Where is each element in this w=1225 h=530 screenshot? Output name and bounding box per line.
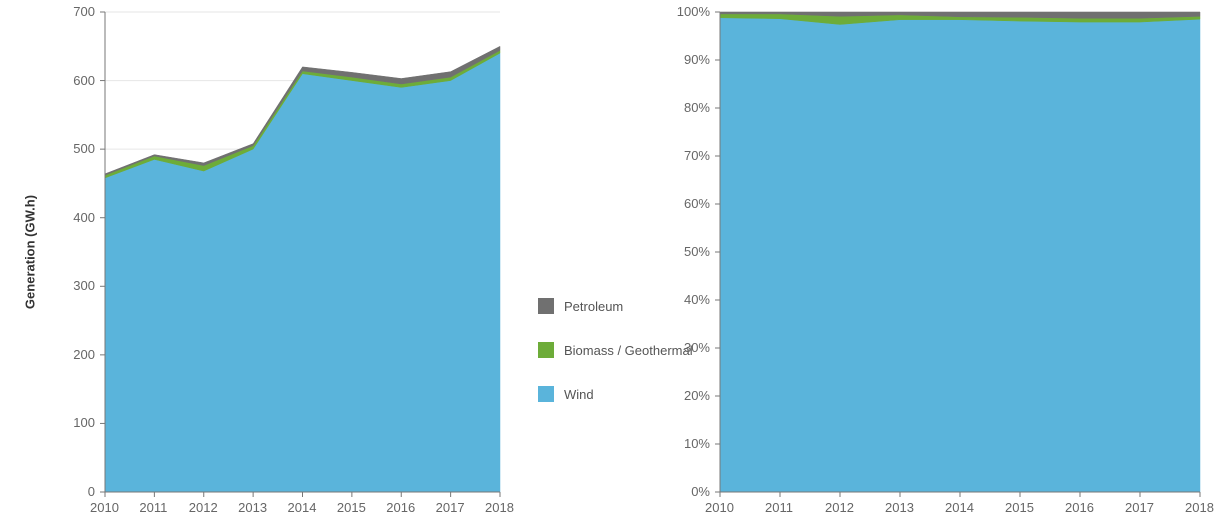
y-tick-label: 0 [88,484,95,499]
y-tick-label: 100 [73,415,95,430]
y-tick-label: 20% [684,388,710,403]
x-tick-label: 2012 [189,500,218,515]
left-chart-svg [105,12,500,492]
left-chart [105,12,500,492]
x-tick-label: 2018 [1185,500,1214,515]
charts-container: Generation (GW.h) 0 100 200 300 400 500 600 700… [0,0,1225,530]
x-tick-label: 2011 [139,500,167,515]
x-tick-label: 2017 [436,500,465,515]
y-tick-label: 90% [684,52,710,67]
x-tick-label: 2015 [337,500,366,515]
legend-swatch [538,386,554,402]
y-tick-label: 30% [684,340,710,355]
legend-item: Biomass / Geothermal [538,342,693,358]
legend-item: Petroleum [538,298,693,314]
y-tick-label: 80% [684,100,710,115]
y-tick-label: 500 [73,141,95,156]
x-tick-label: 2018 [485,500,514,515]
x-tick-label: 2015 [1005,500,1034,515]
x-tick-label: 2014 [945,500,974,515]
legend-label: Wind [564,387,594,402]
legend-item: Wind [538,386,693,402]
y-tick-label: 300 [73,278,95,293]
y-tick-label: 200 [73,347,95,362]
x-tick-label: 2013 [238,500,267,515]
y-tick-label: 60% [684,196,710,211]
right-chart [720,12,1200,492]
legend: Petroleum Biomass / Geothermal Wind [538,298,693,430]
x-tick-label: 2012 [825,500,854,515]
y-tick-label: 600 [73,73,95,88]
y-tick-label: 0% [691,484,710,499]
x-tick-label: 2011 [765,500,793,515]
x-tick-label: 2013 [885,500,914,515]
y-tick-label: 70% [684,148,710,163]
legend-label: Petroleum [564,299,623,314]
x-tick-label: 2014 [288,500,317,515]
legend-label: Biomass / Geothermal [564,343,693,358]
legend-swatch [538,298,554,314]
y-tick-label: 40% [684,292,710,307]
y-tick-label: 700 [73,4,95,19]
y-tick-label: 100% [677,4,710,19]
x-tick-label: 2017 [1125,500,1154,515]
x-tick-label: 2016 [1065,500,1094,515]
x-tick-label: 2010 [90,500,119,515]
x-tick-label: 2016 [386,500,415,515]
left-y-axis-label: Generation (GW.h) [23,195,38,309]
y-tick-label: 50% [684,244,710,259]
x-tick-label: 2010 [705,500,734,515]
y-tick-label: 10% [684,436,710,451]
right-chart-svg [720,12,1200,492]
y-tick-label: 400 [73,210,95,225]
legend-swatch [538,342,554,358]
